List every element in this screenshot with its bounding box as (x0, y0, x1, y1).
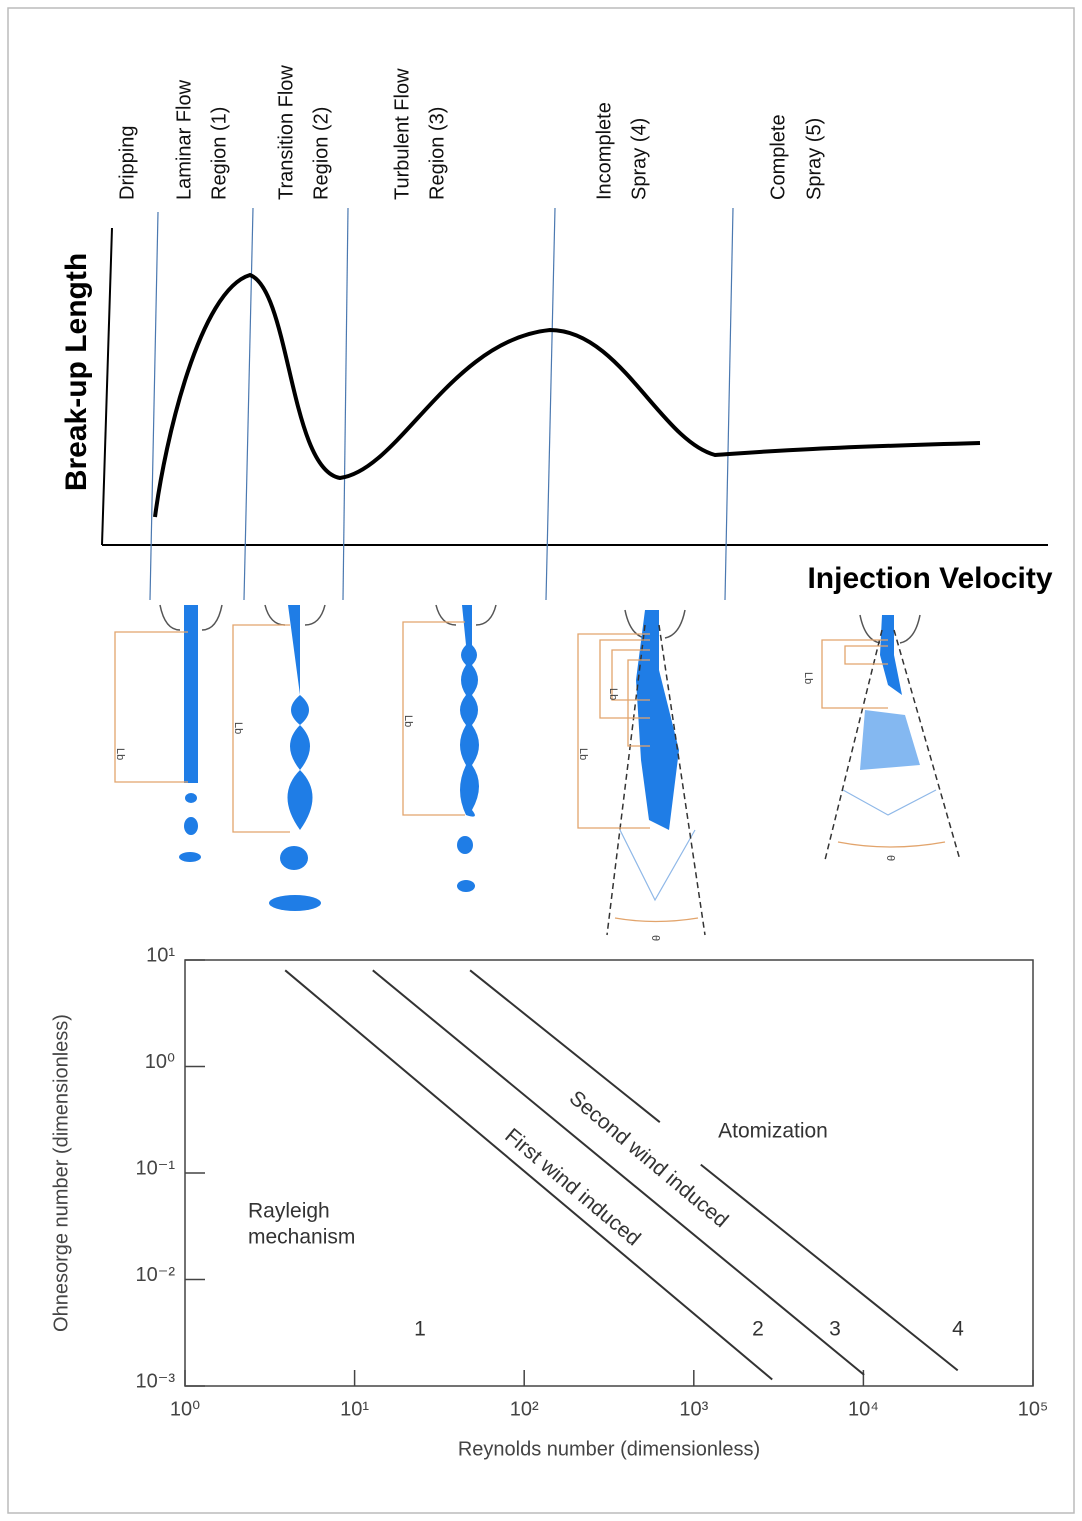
y-tick-label: 10⁻² (136, 1264, 176, 1286)
annotation: 2 (752, 1318, 764, 1341)
x-tick-label: 10² (510, 1398, 539, 1420)
y-tick-label: 10⁰ (145, 1051, 175, 1073)
nozzles (159, 604, 921, 644)
y-tick-label: 10⁻³ (136, 1370, 176, 1392)
region-label: Laminar Flow (173, 79, 195, 200)
break-up-curve (153, 272, 981, 518)
region-label: Complete (767, 114, 789, 200)
breakup-length-label: Lb (402, 715, 414, 727)
annotation: Atomization (718, 1120, 828, 1143)
divider (149, 211, 159, 601)
boundary-line (372, 969, 865, 1376)
region-label: Region (2) (310, 107, 332, 200)
annotation: mechanism (248, 1226, 355, 1249)
region-label: Dripping (116, 126, 138, 200)
dimension-lines (114, 621, 946, 923)
frame (7, 7, 1075, 1514)
region-label: Spray (4) (628, 118, 650, 200)
y-axis-label: Break-up Length (60, 253, 93, 491)
y-tick-label: 10¹ (146, 944, 175, 966)
regime-diagram: Break-up Length Injection Velocity (60, 207, 1053, 601)
spray-angle-label: θ (649, 935, 661, 941)
region-dividers (149, 207, 734, 601)
boundary-line (469, 969, 959, 1372)
x-tick-label: 10¹ (340, 1398, 369, 1420)
region-label: Region (3) (426, 107, 448, 200)
x-axis-label: Reynolds number (dimensionless) (458, 1438, 760, 1460)
breakup-length-label: Lb (577, 748, 589, 760)
spray-cones (606, 624, 961, 936)
x-tick-label: 10⁴ (848, 1398, 879, 1420)
breakup-length-label: Lb (114, 748, 126, 760)
x-tick-label: 10⁰ (170, 1398, 200, 1420)
x-tick-label: 10³ (679, 1398, 708, 1420)
region-label: Spray (5) (803, 118, 825, 200)
plot-frame (184, 959, 1034, 1387)
divider (545, 207, 556, 601)
boundary-line (284, 969, 773, 1381)
annotation: 3 (829, 1318, 841, 1341)
y-tick-label: 10⁻¹ (136, 1157, 176, 1179)
y-axis (101, 227, 113, 546)
spray-angle-label: θ (884, 855, 896, 861)
region-label: Turbulent Flow (391, 68, 413, 200)
divider (243, 207, 254, 601)
x-axis-label: Injection Velocity (807, 562, 1052, 595)
breakup-length-label: Lb (607, 688, 619, 700)
jet-illustrations: Lb Lb Lb Lb Lb Lb θ θ (114, 604, 961, 941)
jets (179, 605, 920, 911)
divider (342, 207, 349, 601)
annotation: 4 (952, 1318, 964, 1341)
x-tick-label: 10⁵ (1018, 1398, 1049, 1420)
region-label: Incomplete (593, 102, 615, 200)
region-label: Transition Flow (275, 65, 297, 200)
annotation: Rayleigh (248, 1200, 330, 1223)
breakup-length-label: Lb (232, 722, 244, 734)
region-label: Region (1) (208, 107, 230, 200)
y-axis-label: Ohnesorge number (dimensionless) (50, 1014, 72, 1332)
spray-clouds (619, 789, 937, 902)
breakup-length-label: Lb (802, 672, 814, 684)
divider (724, 207, 734, 601)
annotation: 1 (414, 1318, 426, 1341)
